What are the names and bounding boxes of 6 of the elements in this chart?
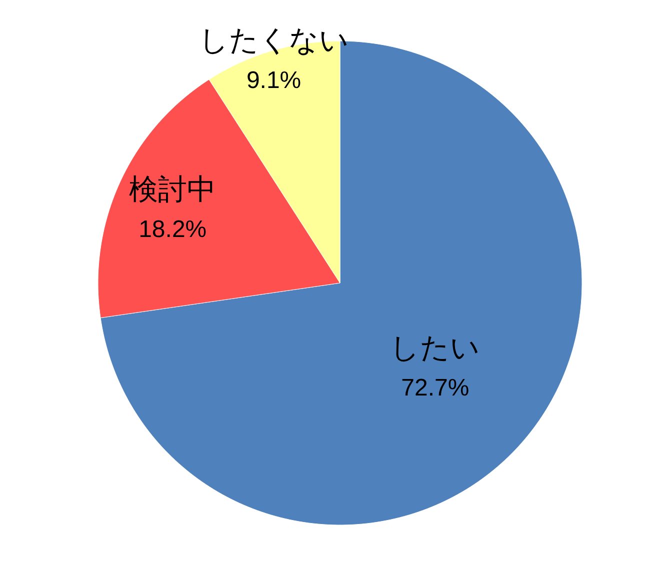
slice-label: 検討中 bbox=[129, 172, 216, 206]
slice-label: したくない bbox=[198, 22, 349, 57]
slice-label: したい bbox=[390, 330, 480, 364]
data-label: 18.2% bbox=[138, 216, 207, 243]
data-label: 9.1% bbox=[246, 66, 302, 94]
data-label: 72.7% bbox=[401, 374, 470, 402]
